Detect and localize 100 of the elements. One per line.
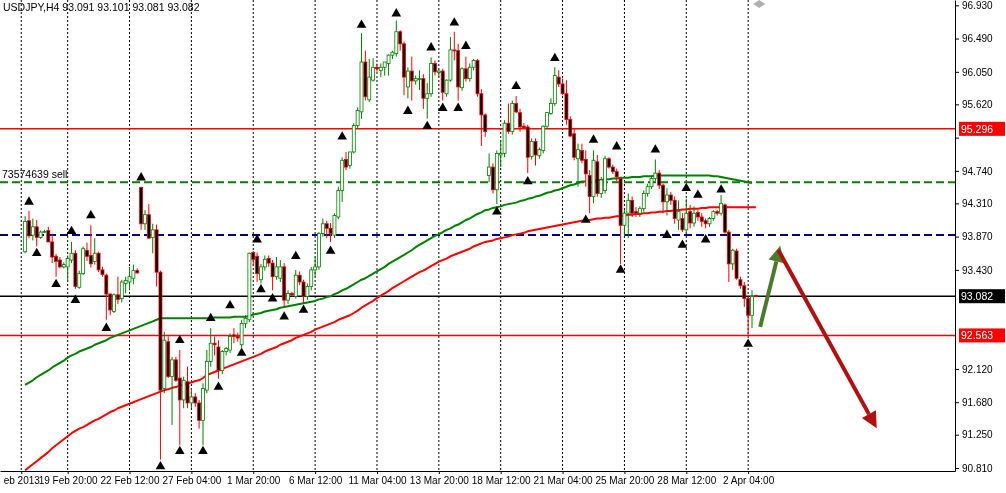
point: [236, 347, 247, 356]
point: [437, 102, 448, 111]
x-tick-label: 27 Feb 04:00: [162, 475, 222, 487]
point: [337, 131, 347, 140]
candlestick: [112, 292, 116, 314]
point: [391, 8, 402, 17]
candlestick: [750, 289, 754, 329]
point: [550, 52, 560, 61]
point: [298, 304, 309, 313]
y-tick-label: 96.490: [962, 33, 994, 45]
point: [70, 294, 81, 303]
y-tick-label: 93.870: [962, 231, 994, 243]
candlestick: [96, 251, 101, 273]
point: [716, 184, 726, 193]
point: [290, 250, 301, 260]
candlestick: [119, 279, 124, 303]
candlestick: [467, 63, 472, 83]
point: [174, 445, 185, 455]
x-tick-label: 6 Mar 12:00: [288, 475, 343, 487]
candlestick: [421, 73, 426, 110]
candlestick: [274, 256, 279, 281]
candlestick: [27, 210, 31, 239]
y-tick-label: 95.620: [962, 99, 994, 111]
point: [356, 19, 367, 28]
y-tick-label: 90.810: [962, 462, 994, 474]
candlestick: [692, 205, 696, 228]
point: [101, 322, 112, 331]
candlestick: [170, 356, 174, 426]
candlestick: [367, 58, 372, 103]
candlestick: [665, 187, 669, 216]
point: [650, 144, 661, 153]
ref-line-label: 92.563: [961, 329, 994, 342]
point: [588, 134, 599, 143]
candlestick: [506, 103, 511, 135]
point: [256, 284, 266, 293]
point: [677, 239, 688, 248]
candlestick: [529, 137, 534, 161]
point: [66, 225, 77, 235]
point: [225, 299, 235, 309]
ref-line-label: 93.082: [961, 290, 994, 303]
point: [743, 338, 753, 347]
point: [31, 247, 42, 257]
point: [403, 105, 413, 114]
point: [580, 214, 591, 223]
candlestick: [220, 349, 225, 375]
candlestick: [680, 212, 685, 233]
y-tick-label: 91.680: [962, 396, 994, 408]
candlestick: [406, 66, 410, 99]
candlestick: [719, 194, 723, 216]
point: [453, 102, 463, 111]
point: [700, 234, 711, 243]
candlestick: [270, 259, 275, 291]
point: [51, 278, 61, 288]
point: [522, 175, 533, 185]
x-tick-label: 22 Feb 12:00: [100, 475, 160, 487]
ref-line-label: 73574639 sell: [2, 168, 68, 181]
candlestick: [394, 19, 399, 58]
x-tick-label: 2 Apr 04:00: [723, 475, 775, 487]
y-tick-label: 96.050: [962, 66, 994, 78]
candlestick: [409, 56, 414, 102]
point: [511, 80, 521, 89]
candlestick: [278, 259, 283, 283]
x-tick-label: 13 Mar 20:00: [409, 475, 470, 487]
x-tick-label: 11 Mar 04:00: [348, 475, 407, 487]
candlestick: [88, 224, 93, 269]
y-tick-label: 94.740: [962, 165, 994, 177]
y-tick-label: 93.430: [962, 264, 994, 276]
candlestick: [344, 151, 348, 171]
point: [325, 245, 336, 254]
y-tick-label: 96.930: [962, 0, 994, 11]
candlestick: [491, 162, 495, 195]
point: [24, 196, 34, 205]
point: [662, 229, 672, 238]
point: [611, 141, 622, 150]
x-tick-label: 28 Mar 12:00: [657, 475, 717, 487]
candlestick: [228, 332, 232, 354]
point: [155, 460, 166, 470]
x-tick-label: 25 Mar 20:00: [595, 475, 655, 487]
candlestick: [216, 339, 221, 380]
x-tick-label: 21 Mar 04:00: [533, 475, 593, 487]
y-tick-label: 94.310: [962, 198, 994, 210]
point: [267, 293, 278, 302]
point: [279, 311, 289, 320]
x-tick-label: 18 Mar 12:00: [471, 475, 532, 487]
point: [205, 312, 216, 322]
point: [615, 264, 626, 273]
x-tick-label: 19 Feb 20:00: [38, 475, 99, 487]
point: [174, 334, 185, 343]
point: [213, 381, 224, 390]
point: [86, 209, 96, 219]
candlestick: [143, 209, 147, 231]
y-tick-label: 92.120: [962, 363, 994, 375]
ref-line-label: 95.296: [961, 122, 994, 135]
candlestick: [34, 219, 39, 247]
candlestick: [460, 66, 464, 92]
candlestick: [116, 276, 120, 305]
x-tick-label: eb 2013: [3, 475, 41, 487]
point: [681, 182, 692, 192]
point: [461, 40, 471, 49]
y-tick-label: 91.250: [962, 429, 994, 441]
